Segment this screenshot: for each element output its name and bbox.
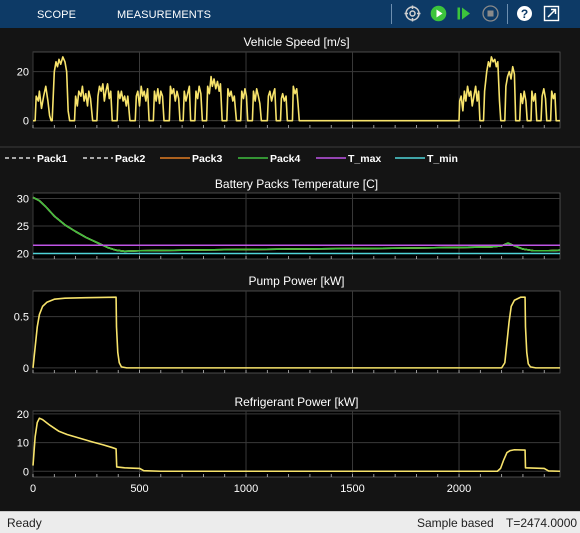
y-tick-label: 10 <box>17 438 29 450</box>
stop-icon[interactable] <box>482 5 499 22</box>
battery-temperature-title: Battery Packs Temperature [C] <box>215 177 378 191</box>
undock-icon[interactable] <box>543 5 560 22</box>
svg-text:?: ? <box>521 7 528 21</box>
status-bar: Ready Sample based T=2474.0000 <box>0 511 580 533</box>
series-line-panel-1 <box>33 56 560 122</box>
vehicle-speed-title: Vehicle Speed [m/s] <box>243 35 349 49</box>
legend-entry-pack2[interactable]: Pack2 <box>115 153 146 165</box>
y-tick-label: 20 <box>17 67 29 79</box>
x-tick-label: 2000 <box>447 483 471 495</box>
series-line-panel-3 <box>32 296 560 369</box>
status-sample-mode: Sample based <box>417 516 494 530</box>
axes-background <box>32 290 561 374</box>
x-tick-label: 0 <box>30 483 36 495</box>
status-ready: Ready <box>7 516 42 530</box>
x-tick-label: 1000 <box>234 483 258 495</box>
legend-entry-pack3[interactable]: Pack3 <box>192 153 223 165</box>
tab-scope[interactable]: SCOPE <box>37 9 77 21</box>
refrigerant-power-title: Refrigerant Power [kW] <box>234 395 358 409</box>
y-tick-label: 25 <box>17 221 29 233</box>
x-tick-label: 1500 <box>340 483 364 495</box>
y-tick-label: 0 <box>23 363 29 375</box>
series-line-panel-4 <box>32 417 561 473</box>
simulation-target-icon[interactable] <box>404 5 421 22</box>
y-tick-label: 0 <box>23 116 29 128</box>
legend-entry-pack4[interactable]: Pack4 <box>270 153 301 165</box>
toolbar-separator <box>391 4 392 24</box>
y-tick-label: 0 <box>23 466 29 478</box>
legend-entry-t-max[interactable]: T_max <box>348 153 381 165</box>
legend-entry-t-min[interactable]: T_min <box>427 153 458 165</box>
toolstrip: SCOPE MEASUREMENTS ? <box>0 0 580 28</box>
y-tick-label: 30 <box>17 194 29 206</box>
run-icon[interactable] <box>430 5 447 22</box>
axes-background <box>32 410 561 478</box>
scope-plot-area: Vehicle Speed [m/s] 0 20 Battery Packs Temp… <box>0 28 580 511</box>
help-icon[interactable]: ? <box>516 5 533 22</box>
y-tick-label: 0.5 <box>14 312 29 324</box>
toolbar-separator <box>507 4 508 24</box>
legend-entry-pack1[interactable]: Pack1 <box>37 153 68 165</box>
status-simulation-time: T=2474.0000 <box>506 516 578 530</box>
step-forward-icon[interactable] <box>455 5 472 22</box>
tab-measurements[interactable]: MEASUREMENTS <box>117 9 212 21</box>
y-tick-label: 20 <box>17 249 29 261</box>
x-tick-label: 500 <box>130 483 148 495</box>
y-tick-label: 20 <box>17 409 29 421</box>
pump-power-title: Pump Power [kW] <box>248 274 344 288</box>
